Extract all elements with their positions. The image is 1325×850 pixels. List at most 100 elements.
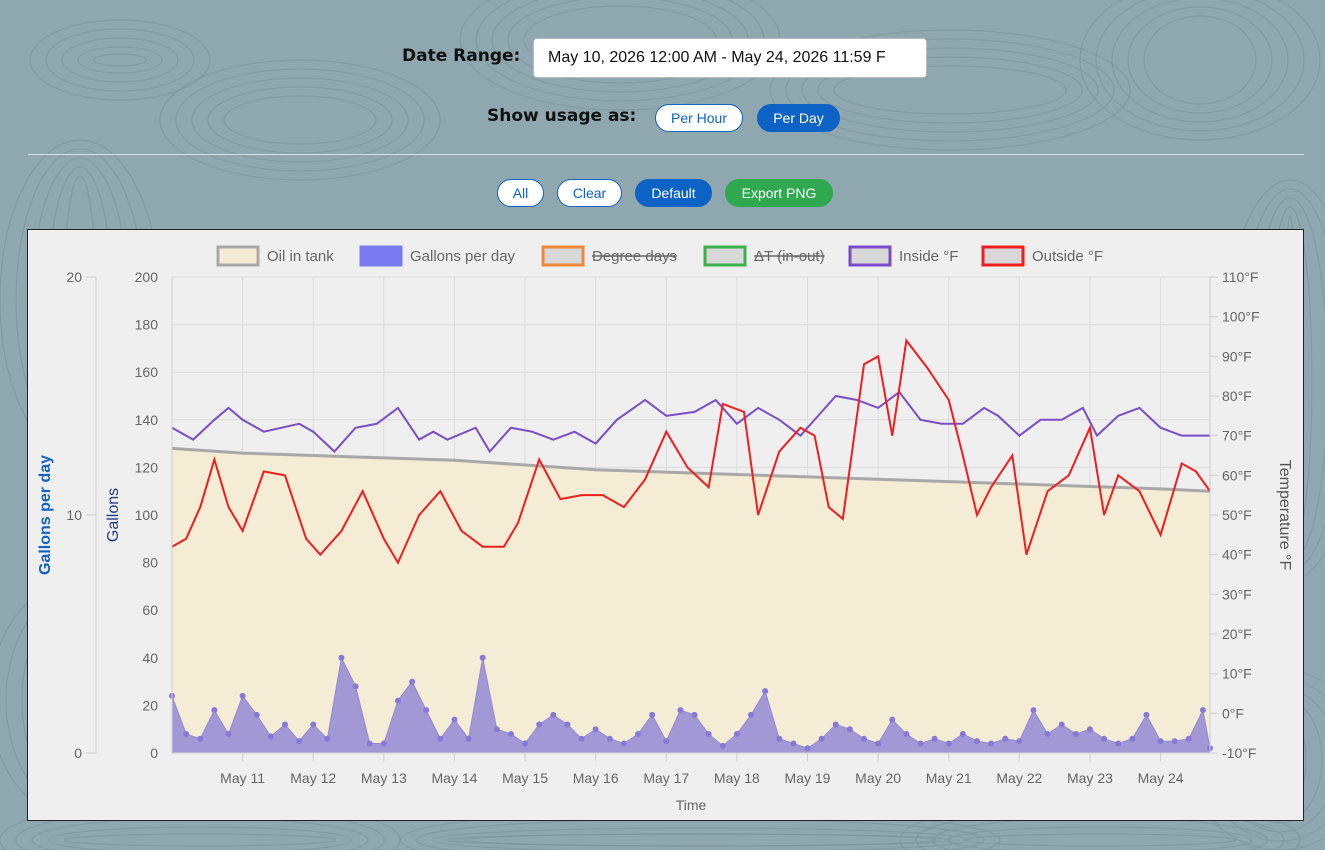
gallons-per-day-point <box>917 740 924 747</box>
contour-line <box>1111 0 1289 123</box>
clear-button[interactable]: Clear <box>557 179 622 207</box>
gallons-per-day-point <box>677 707 684 714</box>
legend-swatch <box>703 245 747 267</box>
temp-tick-label: 70°F <box>1222 428 1252 444</box>
contour-line <box>63 833 337 847</box>
gallons-per-day-point <box>663 738 670 745</box>
legend-swatch <box>359 245 403 267</box>
gallons-per-day-point <box>1058 721 1065 728</box>
gallons-per-day-point <box>550 711 557 718</box>
gallons-per-day-point <box>338 654 345 661</box>
legend-item-oil-in-tank[interactable]: Oil in tank <box>216 245 334 267</box>
per-day-button[interactable]: Per Day <box>757 104 840 132</box>
legend-item--t-in-out-[interactable]: ΔT (in-out) <box>703 245 825 267</box>
temp-tick-label: 60°F <box>1222 467 1252 483</box>
contour-line <box>1095 0 1305 132</box>
gallons-per-day-point <box>1199 707 1206 714</box>
gallons-per-day-point <box>1044 730 1051 737</box>
gallons-tick-label: 40 <box>142 650 158 666</box>
gallons-per-day-point <box>1143 711 1150 718</box>
usage-label: Show usage as: <box>487 106 637 126</box>
x-tick-label: May 19 <box>785 770 831 786</box>
x-tick-label: May 13 <box>361 770 407 786</box>
gallons-tick-label: 100 <box>135 507 159 523</box>
legend-item-outside-f[interactable]: Outside °F <box>981 245 1103 267</box>
per-hour-button[interactable]: Per Hour <box>655 104 743 132</box>
gallons-per-day-point <box>267 733 274 740</box>
gallons-per-day-point <box>875 740 882 747</box>
gallons-per-day-point <box>479 654 486 661</box>
export-png-button[interactable]: Export PNG <box>725 179 833 207</box>
temp-tick-label: 90°F <box>1222 348 1252 364</box>
legend-item-degree-days[interactable]: Degree days <box>541 245 678 267</box>
default-button[interactable]: Default <box>635 179 712 207</box>
gallons-per-day-point <box>211 707 218 714</box>
gallons-per-day-point <box>705 730 712 737</box>
gallons-per-day-point <box>1171 738 1178 745</box>
gallons-per-day-point <box>945 740 952 747</box>
contour-line <box>817 56 1083 124</box>
x-tick-label: May 11 <box>220 770 265 786</box>
legend-swatch <box>541 245 585 267</box>
gallons-per-day-point <box>762 688 769 695</box>
gallons-per-day-point <box>889 716 896 723</box>
contour-line <box>175 68 425 172</box>
x-tick-label: May 23 <box>1067 770 1113 786</box>
gallons-per-day-point <box>522 740 529 747</box>
legend-label: Gallons per day <box>410 248 516 265</box>
gallons-per-day-point <box>451 716 458 723</box>
contour-line <box>223 95 377 145</box>
gallons-tick-label: 140 <box>135 412 159 428</box>
gallons-per-day-tick-label: 10 <box>66 507 82 523</box>
gallons-per-day-point <box>1072 730 1079 737</box>
gallons-per-day-point <box>606 735 613 742</box>
date-range-input[interactable]: May 10, 2026 12:00 AM - May 24, 2026 11:… <box>533 38 927 78</box>
outside-temp-line <box>171 337 1211 565</box>
temp-tick-label: 80°F <box>1222 388 1252 404</box>
contour-line <box>93 53 147 67</box>
gallons-tick-label: 180 <box>135 317 159 333</box>
gallons-per-day-point <box>394 697 401 704</box>
legend-item-inside-f[interactable]: Inside °F <box>848 245 958 267</box>
gallons-per-day-point <box>832 721 839 728</box>
gallons-per-day-point <box>183 730 190 737</box>
gallons-per-day-point <box>691 711 698 718</box>
contour-line <box>801 47 1099 133</box>
legend-swatch <box>981 245 1025 267</box>
legend-label: Outside °F <box>1032 248 1103 265</box>
legend-item-gallons-per-day[interactable]: Gallons per day <box>359 245 516 267</box>
gallons-per-day-point <box>649 711 656 718</box>
temp-tick-label: 10°F <box>1222 666 1252 682</box>
contour-line <box>431 827 969 850</box>
gallons-per-day-point <box>804 745 811 752</box>
all-button[interactable]: All <box>497 179 544 207</box>
x-tick-label: May 24 <box>1138 770 1184 786</box>
gallons-per-day-point <box>1115 740 1122 747</box>
gallons-per-day-point <box>564 721 571 728</box>
gallons-per-day-point <box>1086 726 1093 733</box>
inside-temp-line <box>171 390 1210 454</box>
gallons-per-day-point <box>719 742 726 749</box>
legend-swatch <box>216 245 260 267</box>
gallons-per-day-point <box>324 735 331 742</box>
gallons-per-day-point <box>620 740 627 747</box>
legend-label: Oil in tank <box>267 248 334 265</box>
contour-line <box>1127 6 1273 114</box>
gallons-tick-label: 20 <box>142 697 158 713</box>
gallons-per-day-point <box>1157 738 1164 745</box>
gallons-per-day-tick-label: 0 <box>74 745 82 761</box>
gallons-per-day-point <box>973 738 980 745</box>
gallons-per-day-point <box>1101 735 1108 742</box>
gallons-per-day-point <box>988 740 995 747</box>
temp-tick-label: -10°F <box>1222 745 1256 761</box>
gallons-per-day-point <box>352 683 359 690</box>
x-tick-label: May 22 <box>996 770 1042 786</box>
gallons-per-day-point <box>733 730 740 737</box>
contour-line <box>45 28 195 92</box>
chart-panel: 0 20 40 60 80 100 120 140 160 180 200 Gallons 0 10 20 G… <box>27 229 1304 821</box>
contour-line <box>47 826 353 850</box>
gallons-per-day-tick-label: 20 <box>66 269 82 285</box>
date-range-label: Date Range: <box>402 46 521 66</box>
gallons-per-day-point <box>861 735 867 742</box>
gallons-per-day-point <box>493 726 500 733</box>
